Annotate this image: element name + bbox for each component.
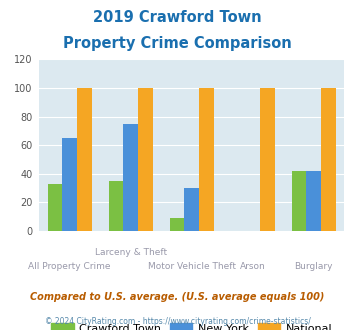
- Text: Compared to U.S. average. (U.S. average equals 100): Compared to U.S. average. (U.S. average …: [30, 292, 325, 302]
- Bar: [260, 88, 275, 231]
- Bar: [321, 88, 336, 231]
- Bar: [306, 171, 321, 231]
- Bar: [199, 88, 214, 231]
- Text: Property Crime Comparison: Property Crime Comparison: [63, 36, 292, 51]
- Bar: [184, 188, 199, 231]
- Bar: [292, 171, 306, 231]
- Text: © 2024 CityRating.com - https://www.cityrating.com/crime-statistics/: © 2024 CityRating.com - https://www.city…: [45, 317, 310, 326]
- Text: All Property Crime: All Property Crime: [28, 262, 111, 271]
- Text: Burglary: Burglary: [295, 262, 333, 271]
- Text: 2019 Crawford Town: 2019 Crawford Town: [93, 10, 262, 25]
- Text: Larceny & Theft: Larceny & Theft: [94, 248, 167, 257]
- Legend: Crawford Town, New York, National: Crawford Town, New York, National: [47, 319, 337, 330]
- Bar: [48, 184, 62, 231]
- Bar: [138, 88, 153, 231]
- Text: Arson: Arson: [240, 262, 266, 271]
- Bar: [77, 88, 92, 231]
- Text: Motor Vehicle Theft: Motor Vehicle Theft: [148, 262, 236, 271]
- Bar: [123, 124, 138, 231]
- Bar: [109, 181, 123, 231]
- Bar: [62, 138, 77, 231]
- Bar: [170, 218, 184, 231]
